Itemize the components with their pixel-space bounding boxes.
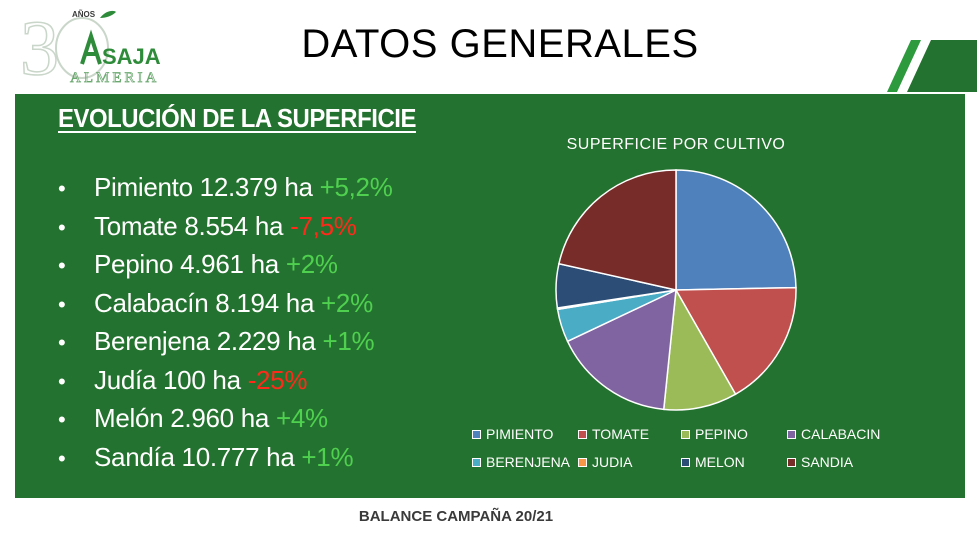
crop-change: -25% — [247, 364, 308, 395]
leaf-icon — [100, 10, 116, 18]
crop-change: +2% — [321, 287, 373, 318]
bullet-icon: • — [58, 291, 66, 317]
crop-text: Melón 2.960 ha — [94, 403, 276, 433]
bullet-icon: • — [58, 176, 66, 201]
bullet-icon: • — [58, 445, 66, 471]
content-panel — [15, 94, 965, 498]
pie-slice-pepino — [662, 287, 737, 411]
legend-item-pimiento: PIMIENTO — [472, 426, 553, 442]
bullet-icon: • — [58, 253, 66, 278]
chart-title: SUPERFICIE POR CULTIVO — [566, 136, 786, 153]
logo-anios: AÑOS — [72, 10, 96, 19]
decorative-stripes — [887, 40, 977, 92]
crop-change: +1% — [322, 326, 375, 356]
logo-a-mark — [80, 29, 102, 65]
logo-zero-ring — [55, 17, 109, 79]
crop-list-item: • Berenjena 2.229 ha +1% — [58, 326, 393, 365]
crop-change: +2% — [285, 249, 338, 279]
logo-number: 3 — [20, 6, 59, 88]
legend-item-calabacin: CALABACIN — [787, 426, 880, 442]
crop-list-item: • Pepino 4.961 ha +2% — [58, 249, 393, 288]
legend-item-sandia: SANDIA — [787, 454, 853, 470]
legend-swatch — [472, 457, 481, 467]
legend-label: BERENJENA — [486, 454, 571, 470]
legend-label: CALABACIN — [801, 426, 881, 442]
crop-list-item: • Calabacín 8.194 ha +2% — [58, 288, 393, 327]
legend-label: PEPINO — [695, 426, 748, 442]
crop-list-item: • Tomate 8.554 ha -7,5% — [58, 211, 393, 250]
legend-item-judia: JUDIA — [578, 454, 632, 470]
crop-list-item: • Melón 2.960 ha +4% — [58, 403, 393, 442]
asaja-30-anos-logo: 3 AÑOS SAJA ALMERIA — [20, 6, 161, 88]
crop-text: Sandía 10.777 ha — [94, 441, 302, 472]
crop-change: +5,2% — [319, 172, 393, 202]
crop-text: Calabacín 8.194 ha — [94, 287, 322, 318]
crop-list-item: • Sandía 10.777 ha +1% — [58, 442, 393, 481]
legend-swatch — [681, 457, 690, 467]
crop-change: +1% — [301, 441, 354, 472]
legend-swatch — [472, 429, 481, 439]
bullet-icon: • — [58, 368, 66, 394]
crop-text: Pimiento 12.379 ha — [94, 172, 320, 202]
footer-text: BALANCE CAMPAÑA 20/21 — [358, 508, 554, 525]
crop-text: Tomate 8.554 ha — [94, 210, 291, 241]
legend-item-melon: MELON — [681, 454, 745, 470]
legend-swatch — [578, 429, 587, 439]
crop-list: • Pimiento 12.379 ha +5,2% • Tomate 8.554 h… — [58, 172, 393, 480]
pie-slice-tomate — [674, 286, 797, 396]
legend-label: SANDIA — [801, 454, 854, 470]
legend-item-berenjena: BERENJENA — [472, 454, 570, 470]
legend-label: JUDIA — [592, 454, 633, 470]
legend-swatch — [578, 457, 587, 467]
legend-swatch — [681, 429, 690, 439]
crop-text: Pepino 4.961 ha — [94, 249, 286, 279]
crop-text: Berenjena 2.229 ha — [94, 326, 323, 356]
legend-label: MELON — [695, 454, 745, 470]
section-heading: EVOLUCIÓN DE LA SUPERFICIE — [58, 103, 416, 133]
pie-slice-pimiento — [675, 169, 797, 291]
bullet-icon: • — [58, 330, 66, 355]
bullet-icon: • — [58, 214, 66, 240]
bullet-icon: • — [58, 407, 66, 432]
legend-swatch — [787, 429, 796, 439]
pie-slice-sandia — [558, 169, 677, 291]
crop-list-item: • Pimiento 12.379 ha +5,2% — [58, 172, 393, 211]
legend-item-tomate: TOMATE — [578, 426, 649, 442]
legend-swatch — [787, 457, 796, 467]
crop-list-item: • Judía 100 ha -25% — [58, 365, 393, 404]
pie-slice-calabacin — [566, 288, 677, 411]
legend-label: PIMIENTO — [486, 426, 554, 442]
logo-region: ALMERIA — [70, 70, 159, 86]
legend-item-pepino: PEPINO — [681, 426, 748, 442]
logo-brand: SAJA — [102, 44, 161, 69]
crop-change: +4% — [275, 403, 328, 433]
crop-change: -7,5% — [290, 210, 357, 241]
crop-text: Judía 100 ha — [94, 364, 248, 395]
page-title: DATOS GENERALES — [301, 22, 699, 66]
legend-label: TOMATE — [592, 426, 650, 442]
